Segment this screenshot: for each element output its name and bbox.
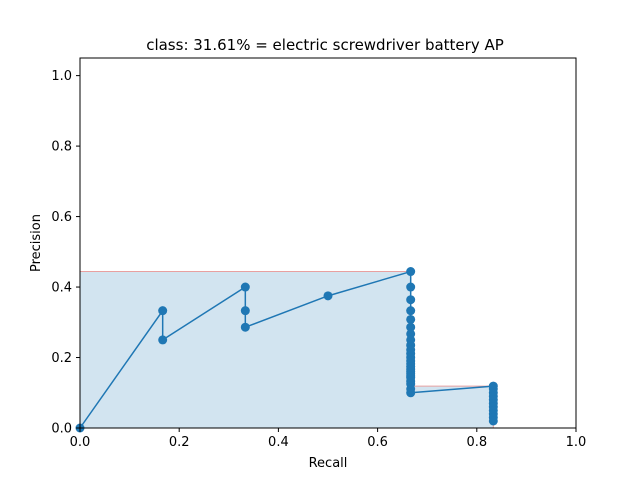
data-point	[488, 416, 498, 426]
data-point	[406, 282, 416, 292]
data-point	[240, 282, 250, 292]
y-tick-label: 1.0	[51, 69, 72, 84]
data-point	[406, 314, 416, 324]
data-point	[240, 322, 250, 332]
y-tick-label: 0.4	[51, 281, 72, 296]
data-point	[158, 335, 168, 345]
x-tick-label: 0.6	[367, 435, 388, 450]
data-point	[323, 291, 333, 301]
x-axis: 0.0 0.2 0.4 0.6 0.8 1.0	[70, 428, 587, 450]
plot-area	[75, 267, 498, 433]
chart-title: class: 31.61% = electric screwdriver bat…	[146, 36, 504, 54]
y-tick-label: 0.8	[51, 140, 72, 155]
x-tick-label: 1.0	[566, 435, 587, 450]
data-point	[406, 322, 416, 332]
y-axis-title: Precision	[29, 214, 44, 272]
x-axis-title: Recall	[309, 456, 348, 471]
x-tick-label: 0.2	[169, 435, 190, 450]
data-point	[406, 295, 416, 305]
y-tick-label: 0.2	[51, 351, 72, 366]
data-point	[240, 306, 250, 316]
y-tick-label: 0.0	[51, 422, 72, 437]
data-point	[406, 267, 416, 277]
plot-frame	[79, 57, 577, 429]
x-tick-label: 0.8	[466, 435, 487, 450]
ap-area	[80, 271, 494, 428]
x-tick-label: 0.0	[70, 435, 91, 450]
y-axis: 0.0 0.2 0.4 0.6 0.8 1.0	[51, 69, 80, 437]
x-tick-label: 0.4	[268, 435, 289, 450]
y-tick-label: 0.6	[51, 210, 72, 225]
data-point	[406, 306, 416, 316]
data-point	[158, 306, 168, 316]
data-point	[406, 388, 416, 398]
